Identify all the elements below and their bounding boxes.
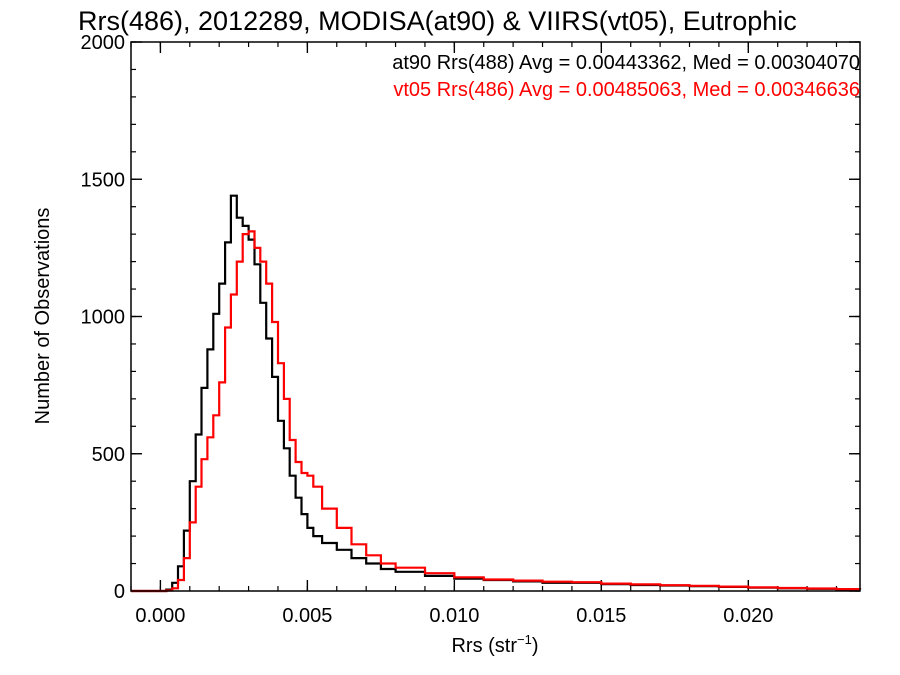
- x-axis-label-main: Rrs (str: [451, 635, 517, 657]
- x-tick-label: 0.000: [135, 605, 185, 627]
- series-at90-line: [131, 194, 862, 593]
- plot-frame: [130, 41, 861, 592]
- x-tick-label: 0.020: [723, 605, 773, 627]
- legend-entry-vt05: vt05 Rrs(486) Avg = 0.00485063, Med = 0.…: [393, 79, 860, 101]
- series-vt05-line: [131, 230, 862, 593]
- x-tick-label: 0.010: [429, 605, 479, 627]
- x-axis-label-close: ): [532, 635, 539, 657]
- y-tick-label: 2000: [81, 32, 126, 54]
- series-layer: [131, 194, 862, 593]
- x-axis-label: Rrs (str−1): [451, 632, 538, 657]
- x-tick-label: 0.015: [576, 605, 626, 627]
- y-tick-label: 0: [114, 581, 125, 603]
- y-axis-ticks: 0 500 1000 1500 2000: [81, 32, 860, 603]
- y-tick-label: 1000: [81, 307, 126, 329]
- legend: at90 Rrs(488) Avg = 0.00443362, Med = 0.…: [392, 52, 860, 101]
- y-axis-label: Number of Observations: [32, 208, 54, 425]
- x-axis-ticks: 0.000 0.005 0.010 0.015 0.020: [130, 42, 838, 627]
- chart-title: Rrs(486), 2012289, MODISA(at90) & VIIRS(…: [78, 6, 797, 36]
- x-tick-label: 0.005: [282, 605, 332, 627]
- y-tick-label: 1500: [81, 169, 126, 191]
- legend-entry-at90: at90 Rrs(488) Avg = 0.00443362, Med = 0.…: [392, 52, 860, 74]
- x-axis-label-sup: −1: [517, 632, 532, 647]
- y-tick-label: 500: [92, 444, 125, 466]
